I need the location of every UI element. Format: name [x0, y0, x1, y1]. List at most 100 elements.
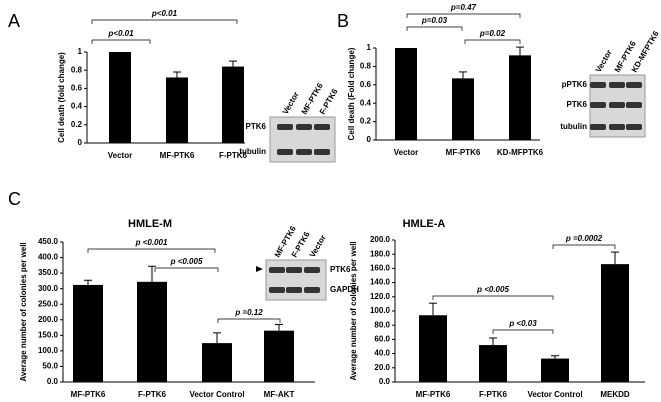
panel-letter: A	[8, 11, 20, 31]
y-tick-label: 200.0	[38, 315, 59, 324]
y-tick-label: 400.0	[38, 253, 59, 262]
bar	[222, 66, 244, 143]
x-tick-label: KD-MFPTK6	[497, 148, 544, 157]
bar	[73, 284, 103, 382]
blot-image	[265, 259, 327, 301]
bar	[109, 52, 131, 143]
significance-bracket	[91, 19, 238, 24]
blot-band	[609, 124, 625, 130]
row-label: tubulin	[560, 122, 587, 131]
bar	[137, 281, 167, 382]
y-tick-label: 250.0	[38, 299, 59, 308]
significance-bracket	[464, 39, 521, 44]
y-tick-label: 0.0	[379, 377, 391, 386]
p-value: p =0.12	[234, 308, 263, 317]
row-label: PTK6	[567, 100, 588, 109]
blot-band	[304, 267, 320, 273]
blot-band	[286, 287, 302, 293]
significance-bracket	[217, 318, 281, 323]
p-value: p =0.0002	[565, 234, 603, 243]
lane-label: Vector	[281, 90, 301, 116]
y-tick-label: 0.8	[71, 65, 83, 74]
blot-band	[626, 102, 642, 108]
lane-label: Vector	[594, 48, 614, 74]
significance-bracket	[91, 39, 151, 44]
bar	[264, 330, 294, 382]
p-value: p=0.02	[479, 29, 506, 38]
panel-letter: C	[8, 189, 21, 209]
y-tick-label: 0	[78, 138, 83, 147]
row-label: pPTK6	[562, 80, 588, 89]
blot-band	[269, 267, 285, 273]
y-tick-label: 0.2	[360, 117, 372, 126]
bar	[419, 315, 447, 382]
p-value: p <0.005	[170, 257, 203, 266]
row-label: tubulin	[239, 147, 266, 156]
x-tick-label: F-PTK6	[219, 151, 248, 160]
significance-bracket	[406, 26, 463, 31]
y-axis-label: Cell death (Fold change)	[347, 47, 356, 140]
y-tick-label: 1	[78, 47, 83, 56]
significance-bracket	[406, 13, 521, 18]
x-tick-label: Vector	[394, 148, 418, 157]
y-tick-label: 100.0	[370, 306, 391, 315]
blot-arrow	[256, 266, 263, 272]
significance-bracket	[492, 329, 554, 334]
row-label: PTK6	[330, 265, 351, 274]
blot-image	[269, 116, 336, 163]
y-axis-label: Average number of colonies per well	[349, 241, 358, 380]
lane-label: Vector	[308, 233, 328, 259]
y-tick-label: 0.6	[71, 84, 83, 93]
bar	[479, 345, 507, 382]
x-tick-label: MF-AKT	[264, 390, 295, 399]
y-axis-label: Cell death (fold change)	[57, 52, 66, 143]
chart-title: HMLE-A	[403, 218, 446, 230]
x-tick-label: MF-PTK6	[71, 390, 106, 399]
significance-bracket	[432, 295, 554, 300]
y-tick-label: 140.0	[370, 278, 391, 287]
row-label: GAPDH	[330, 285, 359, 294]
x-tick-label: Vector Control	[527, 390, 582, 399]
chart-title: HMLE-M	[128, 218, 172, 230]
y-tick-label: 50.0	[42, 362, 58, 371]
panel-letter: B	[337, 11, 349, 31]
bar	[166, 77, 188, 143]
y-tick-label: 100.0	[38, 346, 59, 355]
blot-band	[590, 82, 606, 88]
p-value: p<0.01	[151, 9, 178, 18]
blot-band	[277, 149, 293, 155]
bar	[541, 358, 569, 382]
bar	[509, 55, 531, 140]
blot-band	[286, 267, 302, 273]
blot-band	[609, 102, 625, 108]
p-value: p<0.01	[107, 29, 134, 38]
y-tick-label: 20.0	[374, 363, 390, 372]
x-tick-label: Vector Control	[189, 390, 244, 399]
significance-bracket	[552, 244, 616, 249]
blot-band	[590, 124, 606, 130]
bar	[601, 264, 629, 382]
y-tick-label: 0.4	[71, 102, 83, 111]
y-tick-label: 0.8	[360, 62, 372, 71]
y-tick-label: 450.0	[38, 237, 59, 246]
blot-band	[314, 149, 330, 155]
y-tick-label: 0.2	[71, 120, 83, 129]
lane-label: KD-MFPTK6	[630, 29, 661, 74]
significance-bracket	[154, 267, 219, 272]
y-axis-label: Average number of colonies per well	[19, 242, 28, 381]
y-tick-label: 180.0	[370, 249, 391, 258]
x-tick-label: Vector	[108, 151, 132, 160]
x-tick-label: MF-PTK6	[160, 151, 195, 160]
row-label: PTK6	[246, 122, 267, 131]
y-tick-label: 40.0	[374, 349, 390, 358]
p-value: p <0.03	[508, 319, 537, 328]
y-tick-label: 150.0	[38, 330, 59, 339]
blot-band	[590, 102, 606, 108]
blot-band	[314, 124, 330, 130]
y-tick-label: 1	[367, 43, 372, 52]
blot-band	[626, 82, 642, 88]
significance-bracket	[87, 248, 216, 253]
x-tick-label: MEKDD	[600, 390, 630, 399]
x-tick-label: F-PTK6	[138, 390, 167, 399]
